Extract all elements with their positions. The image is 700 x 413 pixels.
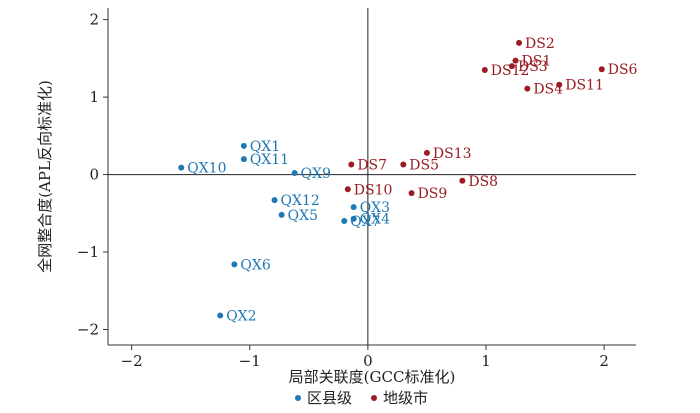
data-point	[508, 63, 515, 70]
data-point-label: DS12	[491, 63, 530, 79]
data-point	[524, 85, 531, 92]
data-point-label: QX7	[350, 214, 380, 230]
legend: 区县级 地级市	[295, 389, 428, 407]
data-point-label: QX3	[360, 200, 390, 216]
y-tick-label: 1	[89, 88, 99, 106]
legend-label: 区县级	[307, 389, 352, 407]
data-point	[459, 177, 466, 184]
data-point-label: QX6	[240, 257, 270, 273]
data-point-label: DS13	[433, 146, 472, 162]
data-point-label: DS1	[522, 54, 552, 70]
x-tick-label: 0	[363, 352, 373, 370]
data-point	[348, 161, 355, 168]
data-point	[598, 66, 605, 73]
x-tick-label: −1	[239, 352, 261, 370]
data-point	[423, 149, 430, 156]
y-tick-label: 0	[89, 166, 99, 184]
data-point-label: DS6	[608, 62, 638, 78]
data-point	[231, 261, 238, 268]
x-tick-label: 2	[599, 352, 609, 370]
data-point-label: QX1	[250, 139, 280, 155]
data-point-label: DS8	[468, 174, 498, 190]
data-point	[240, 142, 247, 149]
data-point	[240, 156, 247, 163]
data-point	[291, 170, 298, 177]
y-tick-label: −2	[77, 321, 99, 339]
x-axis-title: 局部关联度(GCC标准化)	[289, 368, 456, 386]
data-point-label: DS2	[525, 36, 555, 52]
legend-marker	[371, 395, 377, 401]
x-axis-ticks: −2 −1 0 1 2	[121, 345, 609, 370]
data-point-label: DS10	[354, 182, 393, 198]
data-point-label: DS7	[357, 157, 387, 173]
data-point-label: DS5	[409, 157, 439, 173]
data-point	[400, 161, 407, 168]
x-tick-label: 1	[481, 352, 491, 370]
data-point	[350, 204, 357, 211]
data-point-label: QX12	[281, 193, 320, 209]
data-point-label: DS4	[533, 82, 563, 98]
data-point	[341, 218, 348, 225]
legend-label: 地级市	[383, 389, 428, 407]
data-points: QX1QX2QX3QX4QX5QX6QX7QX9QX10QX11QX12DS1D…	[178, 36, 638, 325]
y-axis-ticks: −2 −1 0 1 2	[77, 11, 108, 339]
reference-lines	[108, 8, 636, 345]
x-tick-label: −2	[121, 352, 143, 370]
data-point-label: QX5	[288, 208, 318, 224]
y-axis-title: 全网整合度(APL反向标准化)	[36, 80, 54, 273]
data-point-label: QX9	[301, 166, 331, 182]
data-point-label: DS9	[418, 186, 448, 202]
data-point	[344, 186, 351, 193]
data-point	[556, 81, 563, 88]
legend-marker	[295, 395, 301, 401]
y-tick-label: −1	[77, 243, 99, 261]
data-point	[408, 190, 415, 197]
data-point	[481, 66, 488, 73]
data-point	[271, 197, 278, 204]
data-point-label: QX11	[250, 152, 289, 168]
data-point	[178, 164, 185, 171]
data-point-label: QX10	[187, 161, 226, 177]
data-point-label: DS11	[565, 78, 604, 94]
data-point-label: DS3	[518, 59, 548, 75]
y-tick-label: 2	[89, 11, 99, 29]
data-point	[512, 57, 519, 64]
data-point	[217, 312, 224, 319]
data-point	[350, 215, 357, 222]
data-point-label: QX2	[226, 309, 256, 325]
data-point-label: QX4	[360, 212, 390, 228]
data-point	[516, 39, 523, 46]
plot-frame	[107, 8, 636, 346]
data-point	[278, 211, 285, 218]
